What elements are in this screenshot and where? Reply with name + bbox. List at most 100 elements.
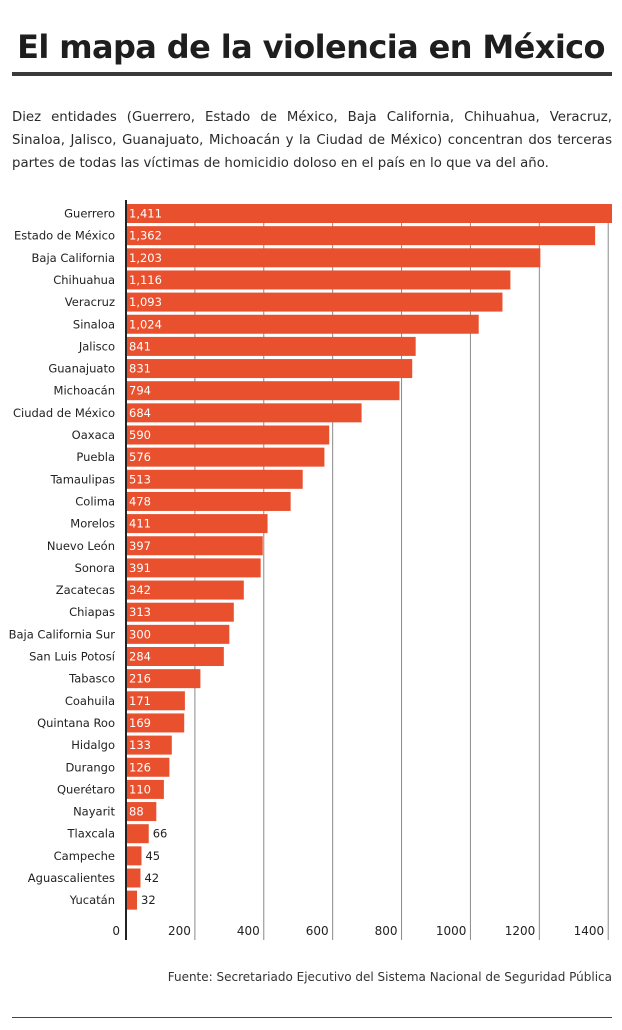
category-label: San Luis Potosí bbox=[29, 650, 116, 664]
x-tick-label: 1400 bbox=[574, 924, 605, 938]
x-tick-label: 0 bbox=[112, 924, 120, 938]
category-label: Sonora bbox=[75, 561, 115, 575]
value-label: 169 bbox=[129, 716, 151, 730]
value-label: 841 bbox=[129, 339, 151, 353]
category-label: Tabasco bbox=[68, 672, 115, 686]
value-label: 1,024 bbox=[129, 317, 162, 331]
title-divider bbox=[12, 72, 612, 76]
value-label: 576 bbox=[129, 450, 151, 464]
category-label: Querétaro bbox=[57, 782, 115, 796]
value-label: 88 bbox=[129, 805, 144, 819]
value-label: 284 bbox=[129, 650, 151, 664]
category-label: Oaxaca bbox=[72, 428, 115, 442]
bar bbox=[126, 226, 596, 246]
bar bbox=[126, 270, 511, 290]
value-label: 342 bbox=[129, 583, 151, 597]
category-label: Guanajuato bbox=[48, 362, 115, 376]
value-label: 590 bbox=[129, 428, 151, 442]
value-label: 794 bbox=[129, 384, 151, 398]
bar bbox=[126, 536, 263, 556]
value-label: 397 bbox=[129, 539, 151, 553]
category-label: Aguascalientes bbox=[28, 871, 115, 885]
category-label: Tamaulipas bbox=[50, 472, 115, 486]
bar bbox=[126, 359, 413, 379]
bar bbox=[126, 602, 234, 622]
bar bbox=[126, 757, 170, 777]
value-label: 391 bbox=[129, 561, 151, 575]
bar bbox=[126, 624, 230, 644]
bar bbox=[126, 248, 541, 268]
bar bbox=[126, 403, 362, 423]
bar bbox=[126, 425, 330, 445]
category-label: Baja California Sur bbox=[9, 627, 116, 641]
bar bbox=[126, 491, 291, 511]
bar bbox=[126, 381, 400, 401]
category-label: Durango bbox=[65, 760, 115, 774]
value-label: 1,362 bbox=[129, 229, 162, 243]
category-label: Hidalgo bbox=[71, 738, 115, 752]
source-note: Fuente: Secretariado Ejecutivo del Siste… bbox=[167, 970, 612, 984]
value-label: 216 bbox=[129, 672, 151, 686]
value-label: 45 bbox=[145, 849, 160, 863]
value-label: 1,203 bbox=[129, 251, 162, 265]
value-label: 684 bbox=[129, 406, 151, 420]
bar bbox=[126, 336, 416, 356]
category-label: Veracruz bbox=[65, 295, 115, 309]
category-label: Michoacán bbox=[54, 384, 115, 398]
value-label: 1,411 bbox=[129, 207, 162, 221]
category-label: Sinaloa bbox=[73, 317, 115, 331]
category-label: Puebla bbox=[76, 450, 115, 464]
value-label: 513 bbox=[129, 472, 151, 486]
value-label: 171 bbox=[129, 694, 151, 708]
value-label: 133 bbox=[129, 738, 151, 752]
value-label: 66 bbox=[153, 827, 168, 841]
category-label: Colima bbox=[75, 494, 115, 508]
category-label: Nayarit bbox=[73, 805, 115, 819]
bar bbox=[126, 514, 268, 534]
value-label: 42 bbox=[144, 871, 159, 885]
category-label: Estado de México bbox=[14, 229, 115, 243]
x-tick-label: 800 bbox=[375, 924, 398, 938]
category-label: Ciudad de México bbox=[13, 406, 115, 420]
value-label: 411 bbox=[129, 517, 151, 531]
bar bbox=[126, 779, 164, 799]
category-label: Guerrero bbox=[64, 207, 115, 221]
intro-paragraph: Diez entidades (Guerrero, Estado de Méxi… bbox=[12, 110, 612, 171]
bar bbox=[126, 580, 244, 600]
value-label: 313 bbox=[129, 605, 151, 619]
x-tick-label: 1200 bbox=[505, 924, 536, 938]
x-tick-label: 400 bbox=[237, 924, 260, 938]
value-label: 831 bbox=[129, 362, 151, 376]
category-label: Jalisco bbox=[78, 339, 115, 353]
bar-chart: Guerrero 1,411 Estado de México 1,362 Baja C… bbox=[9, 200, 612, 940]
bar bbox=[126, 691, 185, 711]
category-label: Morelos bbox=[70, 517, 115, 531]
value-label: 478 bbox=[129, 494, 151, 508]
category-label: Coahuila bbox=[65, 694, 115, 708]
value-label: 126 bbox=[129, 760, 151, 774]
value-label: 300 bbox=[129, 627, 151, 641]
bar bbox=[126, 558, 261, 578]
category-label: Chihuahua bbox=[53, 273, 115, 287]
bar bbox=[126, 469, 303, 489]
category-label: Yucatán bbox=[69, 893, 115, 907]
bar bbox=[126, 890, 138, 910]
value-label: 1,116 bbox=[129, 273, 162, 287]
bar bbox=[126, 292, 503, 312]
category-label: Chiapas bbox=[69, 605, 115, 619]
value-label: 1,093 bbox=[129, 295, 162, 309]
category-label: Tlaxcala bbox=[67, 827, 115, 841]
x-tick-label: 1000 bbox=[436, 924, 467, 938]
bar bbox=[126, 713, 185, 733]
bar bbox=[126, 735, 172, 755]
bar bbox=[126, 868, 141, 888]
bar bbox=[126, 802, 157, 822]
bar bbox=[126, 204, 612, 223]
chart-title: El mapa de la violencia en México bbox=[17, 28, 605, 66]
value-label: 32 bbox=[141, 893, 156, 907]
category-label: Baja California bbox=[32, 251, 115, 265]
bar bbox=[126, 824, 149, 844]
category-label: Nuevo León bbox=[47, 539, 115, 553]
footer-divider bbox=[12, 1017, 612, 1018]
x-tick-label: 200 bbox=[168, 924, 191, 938]
